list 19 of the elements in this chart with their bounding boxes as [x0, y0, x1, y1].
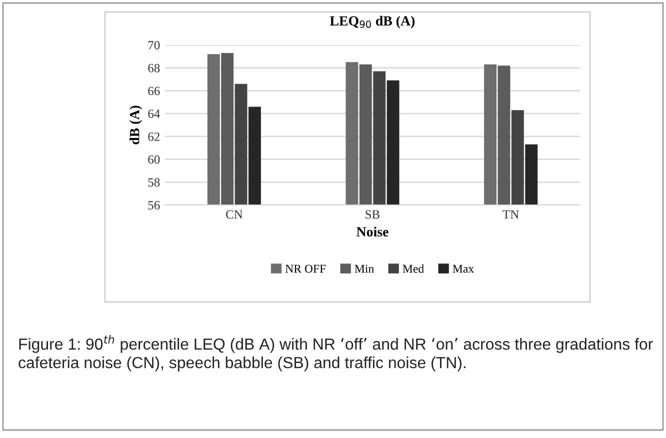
x-tick-label: SB — [366, 210, 380, 219]
y-tick-label: 58 — [148, 178, 160, 187]
legend-label: NR OFF — [285, 264, 326, 273]
legend-label: Min — [354, 264, 374, 273]
caption: Figure 1: 90$^{th}$ percentile LEQ (dB A) with NR ‘off’ and NR ‘on’ across three gradations for cafeteria noise (CN), speech babble (SB) and traffic noise (TN). — [18, 335, 653, 372]
y-tick-label: 66 — [148, 86, 160, 96]
y-tick-label: 68 — [148, 64, 160, 72]
y-tick-label: 70 — [148, 41, 160, 50]
chart-title: LEQ$_{90}$ dB (A) — [330, 16, 415, 28]
x-tick-label: TN — [502, 210, 519, 219]
legend-label: Max — [452, 264, 474, 273]
y-tick-label: 60 — [148, 155, 160, 164]
x-tick-label: CN — [226, 210, 243, 219]
y-tick-label: 62 — [148, 132, 160, 141]
x-axis-title: Noise — [356, 226, 388, 237]
y-tick-label: 64 — [148, 110, 160, 118]
y-tick-label: 56 — [148, 201, 160, 210]
legend-label: Med — [402, 264, 424, 273]
y-axis-title: dB (A) — [129, 106, 142, 144]
